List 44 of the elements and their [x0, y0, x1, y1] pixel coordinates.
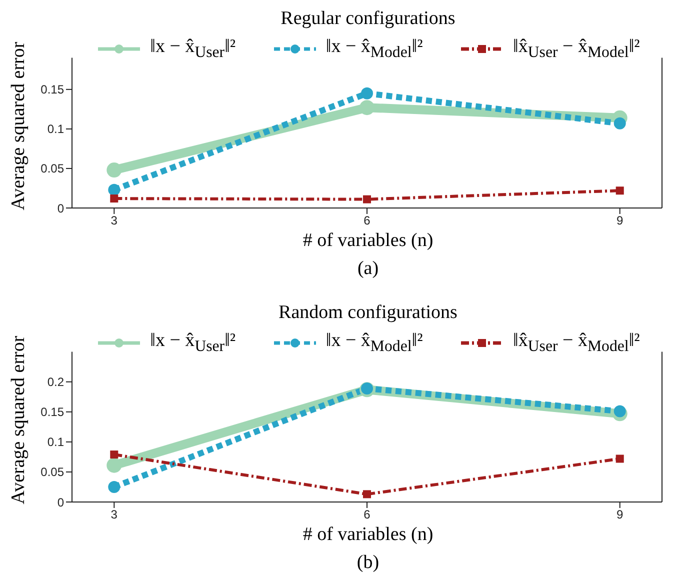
y-tick-label: 0.05: [40, 162, 64, 176]
point: [614, 117, 626, 130]
point: [361, 382, 373, 394]
text: (a): [356, 258, 380, 280]
x-axis-title: # of variables (n): [302, 230, 434, 252]
x-tick-label: 9: [616, 214, 624, 228]
point: [616, 186, 624, 195]
point: [110, 194, 118, 203]
point: [106, 162, 122, 178]
point: [363, 490, 371, 498]
y-tick-label: 0.15: [40, 405, 64, 420]
y-tick-label: 0.05: [40, 465, 64, 480]
x-tick-label: 3: [110, 214, 118, 228]
x-tick-label: 6: [364, 214, 371, 228]
point: [106, 458, 122, 473]
chart-title: Random configurations: [278, 302, 458, 324]
y-axis-title: Average squared error: [8, 42, 30, 210]
point: [360, 100, 374, 116]
x-tick-label: 6: [364, 508, 371, 522]
x-tick-label: 9: [616, 508, 624, 522]
point: [110, 450, 118, 459]
y-tick-label: 0.1: [47, 122, 64, 136]
legend-label: ‖x − x̂$_{Model}$‖²: [326, 330, 423, 356]
x-tick-label: 3: [110, 508, 118, 522]
y-tick-label: 0.1: [47, 435, 64, 450]
chart-title: Regular configurations: [280, 8, 456, 30]
legend-label: ‖x − x̂$_{Model}$‖²: [326, 36, 423, 62]
point: [614, 405, 626, 418]
text: (b): [356, 552, 380, 574]
point: [361, 87, 373, 100]
y-tick-label: 0.15: [40, 82, 64, 97]
legend-label: ‖x̂$_{User}$ − x̂$_{Model}$‖²: [513, 36, 640, 62]
x-axis-title: # of variables (n): [302, 524, 434, 546]
point: [108, 480, 120, 493]
y-tick-label: 0: [57, 201, 64, 216]
legend-label: ‖x − x̂$_{User}$‖²: [150, 330, 236, 356]
legend-label: ‖x − x̂$_{User}$‖²: [150, 36, 236, 62]
legend-label: ‖x̂$_{User}$ − x̂$_{Model}$‖²: [513, 330, 640, 356]
y-tick-label: 0.2: [47, 375, 64, 390]
point: [616, 454, 624, 463]
point: [108, 184, 120, 196]
y-tick-label: 0: [57, 495, 64, 510]
point: [363, 195, 371, 204]
y-axis-title: Average squared error: [8, 336, 30, 504]
